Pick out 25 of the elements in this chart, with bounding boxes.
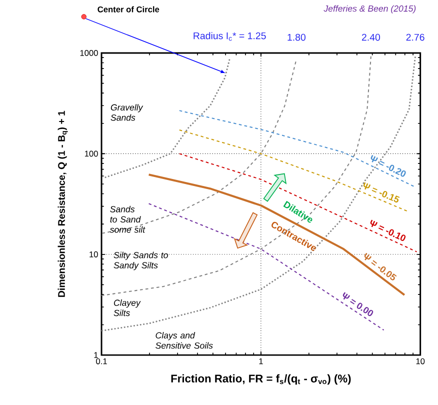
annotation: Silty Sands to Sandy Silts: [114, 252, 168, 270]
text: 1.80: [288, 34, 306, 41]
text: Ψ = 0.00: [342, 292, 374, 316]
text: Ψ = -0.15: [363, 182, 400, 202]
annotation: Sands to Sand some silt: [110, 206, 146, 233]
y-tick-label: 1000: [80, 50, 98, 56]
text: Center of Circle: [98, 6, 160, 12]
text: Ψ = -0.20: [370, 154, 406, 177]
text: Ψ = -0.05: [364, 252, 397, 280]
y-tick-label: 10: [90, 251, 98, 258]
x-axis-title: Friction Ratio, FR = f$_{s}$/(q$_{t}$ - σ$_{vo}$) (%): [171, 374, 351, 385]
y-tick-label: 100: [84, 150, 98, 157]
x-tick-label: 10: [416, 358, 425, 364]
y-axis-title: Dimensionless Resistance, Q (1 - B$_{q}$) + 1: [58, 110, 68, 297]
y-tick-label: 1: [94, 352, 98, 358]
text: Ψ = -0.10: [370, 220, 406, 241]
x-tick-label: 0.1: [96, 358, 107, 364]
text: Radius I$_{c}$* = 1.25: [194, 32, 266, 41]
series-label: 2.76: [406, 34, 424, 41]
annotation: Clays and Sensitive Soils: [156, 332, 213, 349]
text: Jefferies & Been (2015): [324, 5, 416, 14]
annotation: Clayey Silts: [114, 299, 141, 316]
series-label: 2.40: [362, 34, 380, 41]
x-tick-label: 1: [259, 358, 263, 364]
annotation: Gravelly Sands: [110, 104, 144, 121]
